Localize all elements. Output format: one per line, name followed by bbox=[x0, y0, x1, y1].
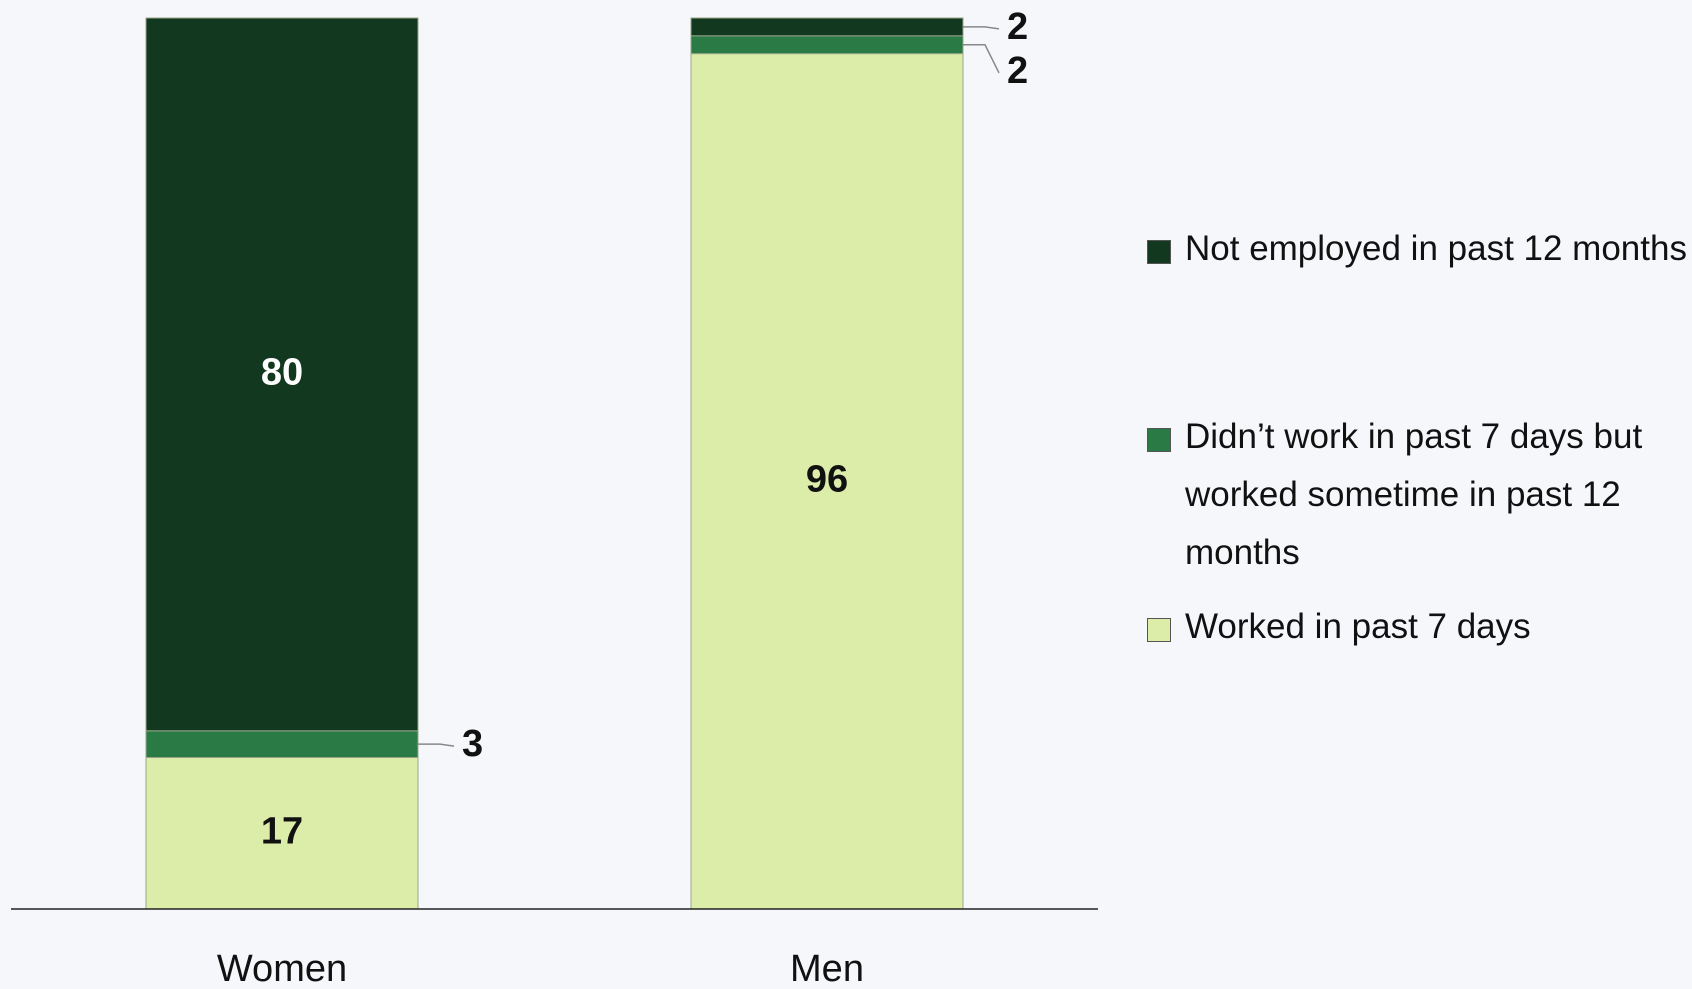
leader-line bbox=[963, 26, 1000, 30]
data-label: 2 bbox=[1007, 50, 1028, 92]
data-label: 2 bbox=[1007, 6, 1028, 48]
data-label: 17 bbox=[261, 810, 303, 852]
data-label: 96 bbox=[806, 458, 848, 500]
legend-item: Not employed in past 12 months bbox=[1147, 229, 1687, 278]
legend-item: Worked in past 7 days bbox=[1147, 607, 1687, 656]
bar-segment bbox=[145, 17, 419, 732]
legend-label: Not employed in past 12 months bbox=[1185, 229, 1687, 268]
x-tick-label: Women bbox=[217, 948, 347, 989]
legend-swatch bbox=[1147, 240, 1171, 264]
bar-segment bbox=[690, 35, 964, 55]
leader-line bbox=[963, 43, 1000, 74]
legend-swatch bbox=[1147, 618, 1171, 642]
bar-segment bbox=[690, 53, 964, 910]
bar-segment bbox=[145, 730, 419, 759]
leader-line bbox=[418, 743, 455, 747]
x-tick-label: Men bbox=[790, 948, 864, 989]
bar-segment bbox=[145, 757, 419, 910]
legend-label: Worked in past 7 days bbox=[1185, 607, 1531, 646]
legend-swatch bbox=[1147, 428, 1171, 452]
legend-item: Didn’t work in past 7 days but worked so… bbox=[1147, 417, 1687, 582]
data-label: 80 bbox=[261, 351, 303, 393]
bar-segment bbox=[690, 17, 964, 37]
legend-label: Didn’t work in past 7 days but worked so… bbox=[1185, 417, 1643, 572]
data-label: 3 bbox=[462, 723, 483, 765]
